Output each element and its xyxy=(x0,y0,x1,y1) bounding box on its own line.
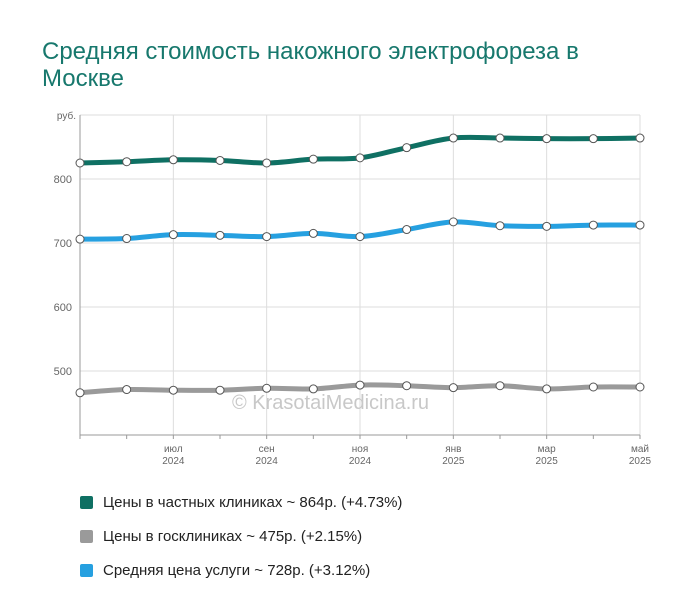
data-point xyxy=(122,385,132,395)
x-tick-label: ноя xyxy=(352,444,369,455)
grid-layer xyxy=(80,114,641,435)
y-tick-label: 800 xyxy=(54,174,72,186)
x-tick-label: май xyxy=(631,444,649,455)
data-point xyxy=(588,134,598,144)
y-axis-unit-label: руб. xyxy=(57,110,76,122)
data-point xyxy=(495,221,505,231)
data-point xyxy=(355,380,365,390)
data-point xyxy=(215,155,225,165)
data-point xyxy=(402,225,412,235)
data-point xyxy=(588,220,598,230)
axis-layer: руб.500600700800июл2024сен2024ноя2024янв… xyxy=(54,110,652,467)
watermark: © KrasotaiMedicina.ru xyxy=(232,392,430,414)
data-point xyxy=(355,153,365,163)
data-point xyxy=(168,230,178,240)
data-point xyxy=(495,133,505,143)
data-point xyxy=(448,383,458,393)
x-tick-year-label: 2024 xyxy=(349,456,372,467)
data-point xyxy=(402,381,412,391)
data-point xyxy=(215,230,225,240)
data-point xyxy=(168,385,178,395)
y-tick-label: 500 xyxy=(54,366,72,378)
legend-label: Цены в частных клиниках ~ 864р. (+4.73%) xyxy=(103,493,403,511)
data-point xyxy=(542,134,552,144)
data-point xyxy=(635,133,645,143)
x-tick-year-label: 2025 xyxy=(442,456,465,467)
x-tick-year-label: 2025 xyxy=(536,456,559,467)
chart-title: Средняя стоимость накожного электрофорез… xyxy=(42,38,579,92)
data-point xyxy=(122,157,132,167)
legend-label: Средняя цена услуги ~ 728р. (+3.12%) xyxy=(103,561,371,579)
data-point xyxy=(542,384,552,394)
data-point xyxy=(262,158,272,168)
legend-swatch xyxy=(80,529,93,543)
data-point xyxy=(215,385,225,395)
x-tick-year-label: 2025 xyxy=(629,456,652,467)
y-tick-label: 600 xyxy=(54,302,72,314)
data-point xyxy=(75,388,85,398)
x-tick-year-label: 2024 xyxy=(256,456,279,467)
legend-item-average[interactable]: Средняя цена услуги ~ 728р. (+3.12%) xyxy=(80,553,402,587)
data-point xyxy=(262,383,272,393)
legend-swatch xyxy=(80,495,93,509)
data-point xyxy=(448,133,458,143)
data-point xyxy=(308,154,318,164)
data-point xyxy=(588,382,598,392)
data-point xyxy=(355,232,365,242)
legend: Цены в частных клиниках ~ 864р. (+4.73%)… xyxy=(80,485,402,587)
data-point xyxy=(262,232,272,242)
data-point xyxy=(75,234,85,244)
x-tick-label: сен xyxy=(259,444,275,455)
data-point xyxy=(308,384,318,394)
data-point xyxy=(122,234,132,244)
legend-item-public[interactable]: Цены в госклиниках ~ 475р. (+2.15%) xyxy=(80,519,402,553)
data-point xyxy=(635,220,645,230)
data-point xyxy=(168,155,178,165)
legend-label: Цены в госклиниках ~ 475р. (+2.15%) xyxy=(103,527,363,545)
x-tick-label: мар xyxy=(538,444,556,455)
x-tick-year-label: 2024 xyxy=(162,456,185,467)
data-point xyxy=(635,382,645,392)
data-point xyxy=(402,143,412,153)
legend-item-private[interactable]: Цены в частных клиниках ~ 864р. (+4.73%) xyxy=(80,485,402,519)
data-point xyxy=(542,221,552,231)
y-tick-label: 700 xyxy=(54,238,72,250)
point-layer xyxy=(75,133,645,398)
data-point xyxy=(75,158,85,168)
data-point xyxy=(308,228,318,238)
data-point xyxy=(448,217,458,227)
x-tick-label: янв xyxy=(445,444,461,455)
data-point xyxy=(495,381,505,391)
x-tick-label: июл xyxy=(164,444,183,455)
legend-swatch xyxy=(80,563,93,577)
